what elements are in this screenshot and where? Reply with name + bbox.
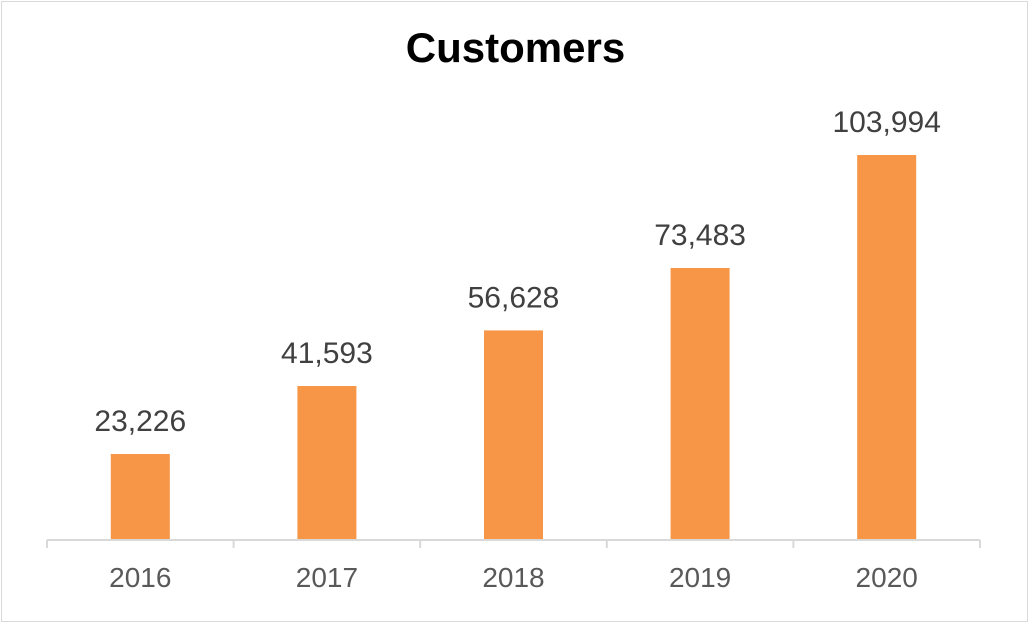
data-label-2017: 41,593 bbox=[281, 337, 373, 370]
data-label-2020: 103,994 bbox=[832, 106, 940, 139]
data-label-2019: 73,483 bbox=[654, 219, 746, 252]
x-tick-label-2020: 2020 bbox=[856, 562, 918, 593]
bar-2019 bbox=[670, 268, 730, 540]
data-label-2016: 23,226 bbox=[94, 405, 186, 438]
x-tick-label-2019: 2019 bbox=[669, 562, 731, 593]
x-tick-label-2017: 2017 bbox=[296, 562, 358, 593]
x-tick-label-2018: 2018 bbox=[482, 562, 544, 593]
bar-2020 bbox=[857, 155, 917, 540]
bar-2016 bbox=[110, 454, 170, 540]
x-tick-label-2016: 2016 bbox=[109, 562, 171, 593]
bar-2018 bbox=[484, 330, 543, 540]
chart-title: Customers bbox=[405, 24, 626, 71]
data-label-2018: 56,628 bbox=[468, 281, 560, 314]
bar-2017 bbox=[297, 386, 357, 540]
